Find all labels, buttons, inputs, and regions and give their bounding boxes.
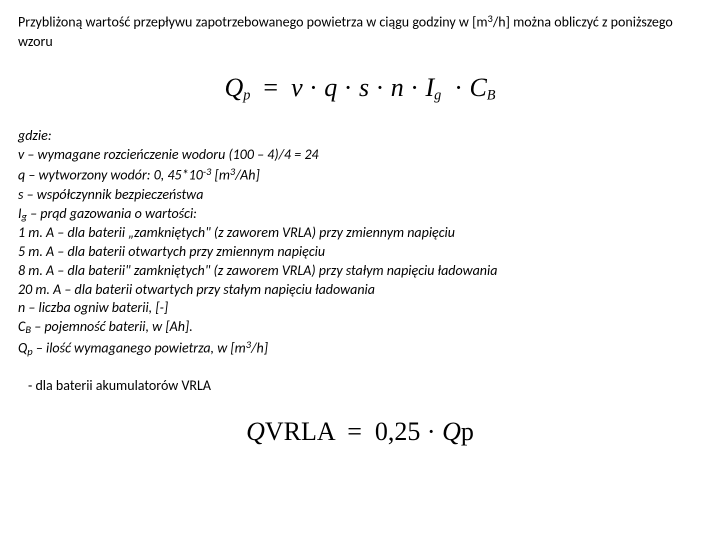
f1-C: C bbox=[469, 73, 486, 102]
def-l2: 5 m. A – dla baterii otwartych przy zmie… bbox=[18, 243, 702, 262]
def-l3: 8 m. A – dla baterii" zamkniętych" (z za… bbox=[18, 262, 702, 281]
f1-dot3: · bbox=[376, 73, 385, 102]
def-q-pre: q – wytworzony wodór: 0, 45*10 bbox=[18, 167, 203, 184]
f2-lhs-sub: VRLA bbox=[265, 417, 334, 446]
def-Qp-pre: Q bbox=[18, 339, 27, 356]
formula-qvrla: QVRLA = 0,25 · Qp bbox=[18, 414, 702, 449]
def-l4: 20 m. A – dla baterii otwartych przy sta… bbox=[18, 281, 702, 300]
def-CB-post: – pojemność baterii, w [Ah]. bbox=[31, 318, 193, 335]
f1-s: s bbox=[359, 73, 369, 102]
f1-dot5: · bbox=[454, 73, 463, 102]
intro-text: Przybliżoną wartość przepływu zapotrzebo… bbox=[18, 12, 702, 52]
def-v: v – wymagane rozcieńczenie wodoru (100 –… bbox=[18, 146, 702, 165]
f1-n: n bbox=[391, 73, 404, 102]
f1-q: q bbox=[324, 73, 337, 102]
f1-lhs-sym: Q bbox=[224, 73, 243, 102]
vrla-note: - dla baterii akumulatorów VRLA bbox=[28, 377, 702, 396]
f1-dot1: · bbox=[309, 73, 318, 102]
def-Ig-post: – prąd gazowania o wartości: bbox=[27, 205, 197, 222]
f2-rhs-sym: Q bbox=[442, 417, 461, 446]
f1-lhs-sub: p bbox=[243, 87, 250, 103]
f1-dot2: · bbox=[344, 73, 353, 102]
f2-eq: = bbox=[347, 417, 362, 446]
intro-pre: Przybliżoną wartość przepływu zapotrzebo… bbox=[18, 14, 488, 31]
definitions-block: gdzie: v – wymagane rozcieńczenie wodoru… bbox=[18, 127, 702, 358]
f2-coef: 0,25 bbox=[375, 417, 421, 446]
formula-qp: Qp = v · q · s · n · Ig · CB bbox=[18, 70, 702, 106]
f1-eq: = bbox=[263, 73, 278, 102]
f2-dot: · bbox=[427, 417, 436, 446]
def-Ig: Ig – prąd gazowania o wartości: bbox=[18, 205, 702, 224]
f1-I: I bbox=[425, 73, 434, 102]
def-Qp-post: /h] bbox=[251, 339, 268, 356]
def-gdzie: gdzie: bbox=[18, 127, 702, 146]
def-q: q – wytworzony wodór: 0, 45*10-3 [m3/Ah] bbox=[18, 165, 702, 186]
f1-C-sub: B bbox=[487, 87, 496, 103]
def-q-post: /Ah] bbox=[235, 167, 260, 184]
f2-lhs-sym: Q bbox=[246, 417, 265, 446]
def-l1: 1 m. A – dla baterii „zamkniętych" (z za… bbox=[18, 224, 702, 243]
f1-v: v bbox=[291, 73, 303, 102]
def-s: s – współczynnik bezpieczeństwa bbox=[18, 186, 702, 205]
def-CB: CB – pojemność baterii, w [Ah]. bbox=[18, 318, 702, 337]
f1-I-sub: g bbox=[434, 87, 441, 103]
def-n: n – liczba ogniw baterii, [-] bbox=[18, 299, 702, 318]
def-q-mid: [m bbox=[211, 167, 230, 184]
def-Qp: Qp – ilość wymaganego powietrza, w [m3/h… bbox=[18, 338, 702, 359]
f2-rhs-sub: p bbox=[461, 417, 474, 446]
def-Qp-mid: – ilość wymaganego powietrza, w [m bbox=[33, 339, 246, 356]
f1-dot4: · bbox=[410, 73, 419, 102]
